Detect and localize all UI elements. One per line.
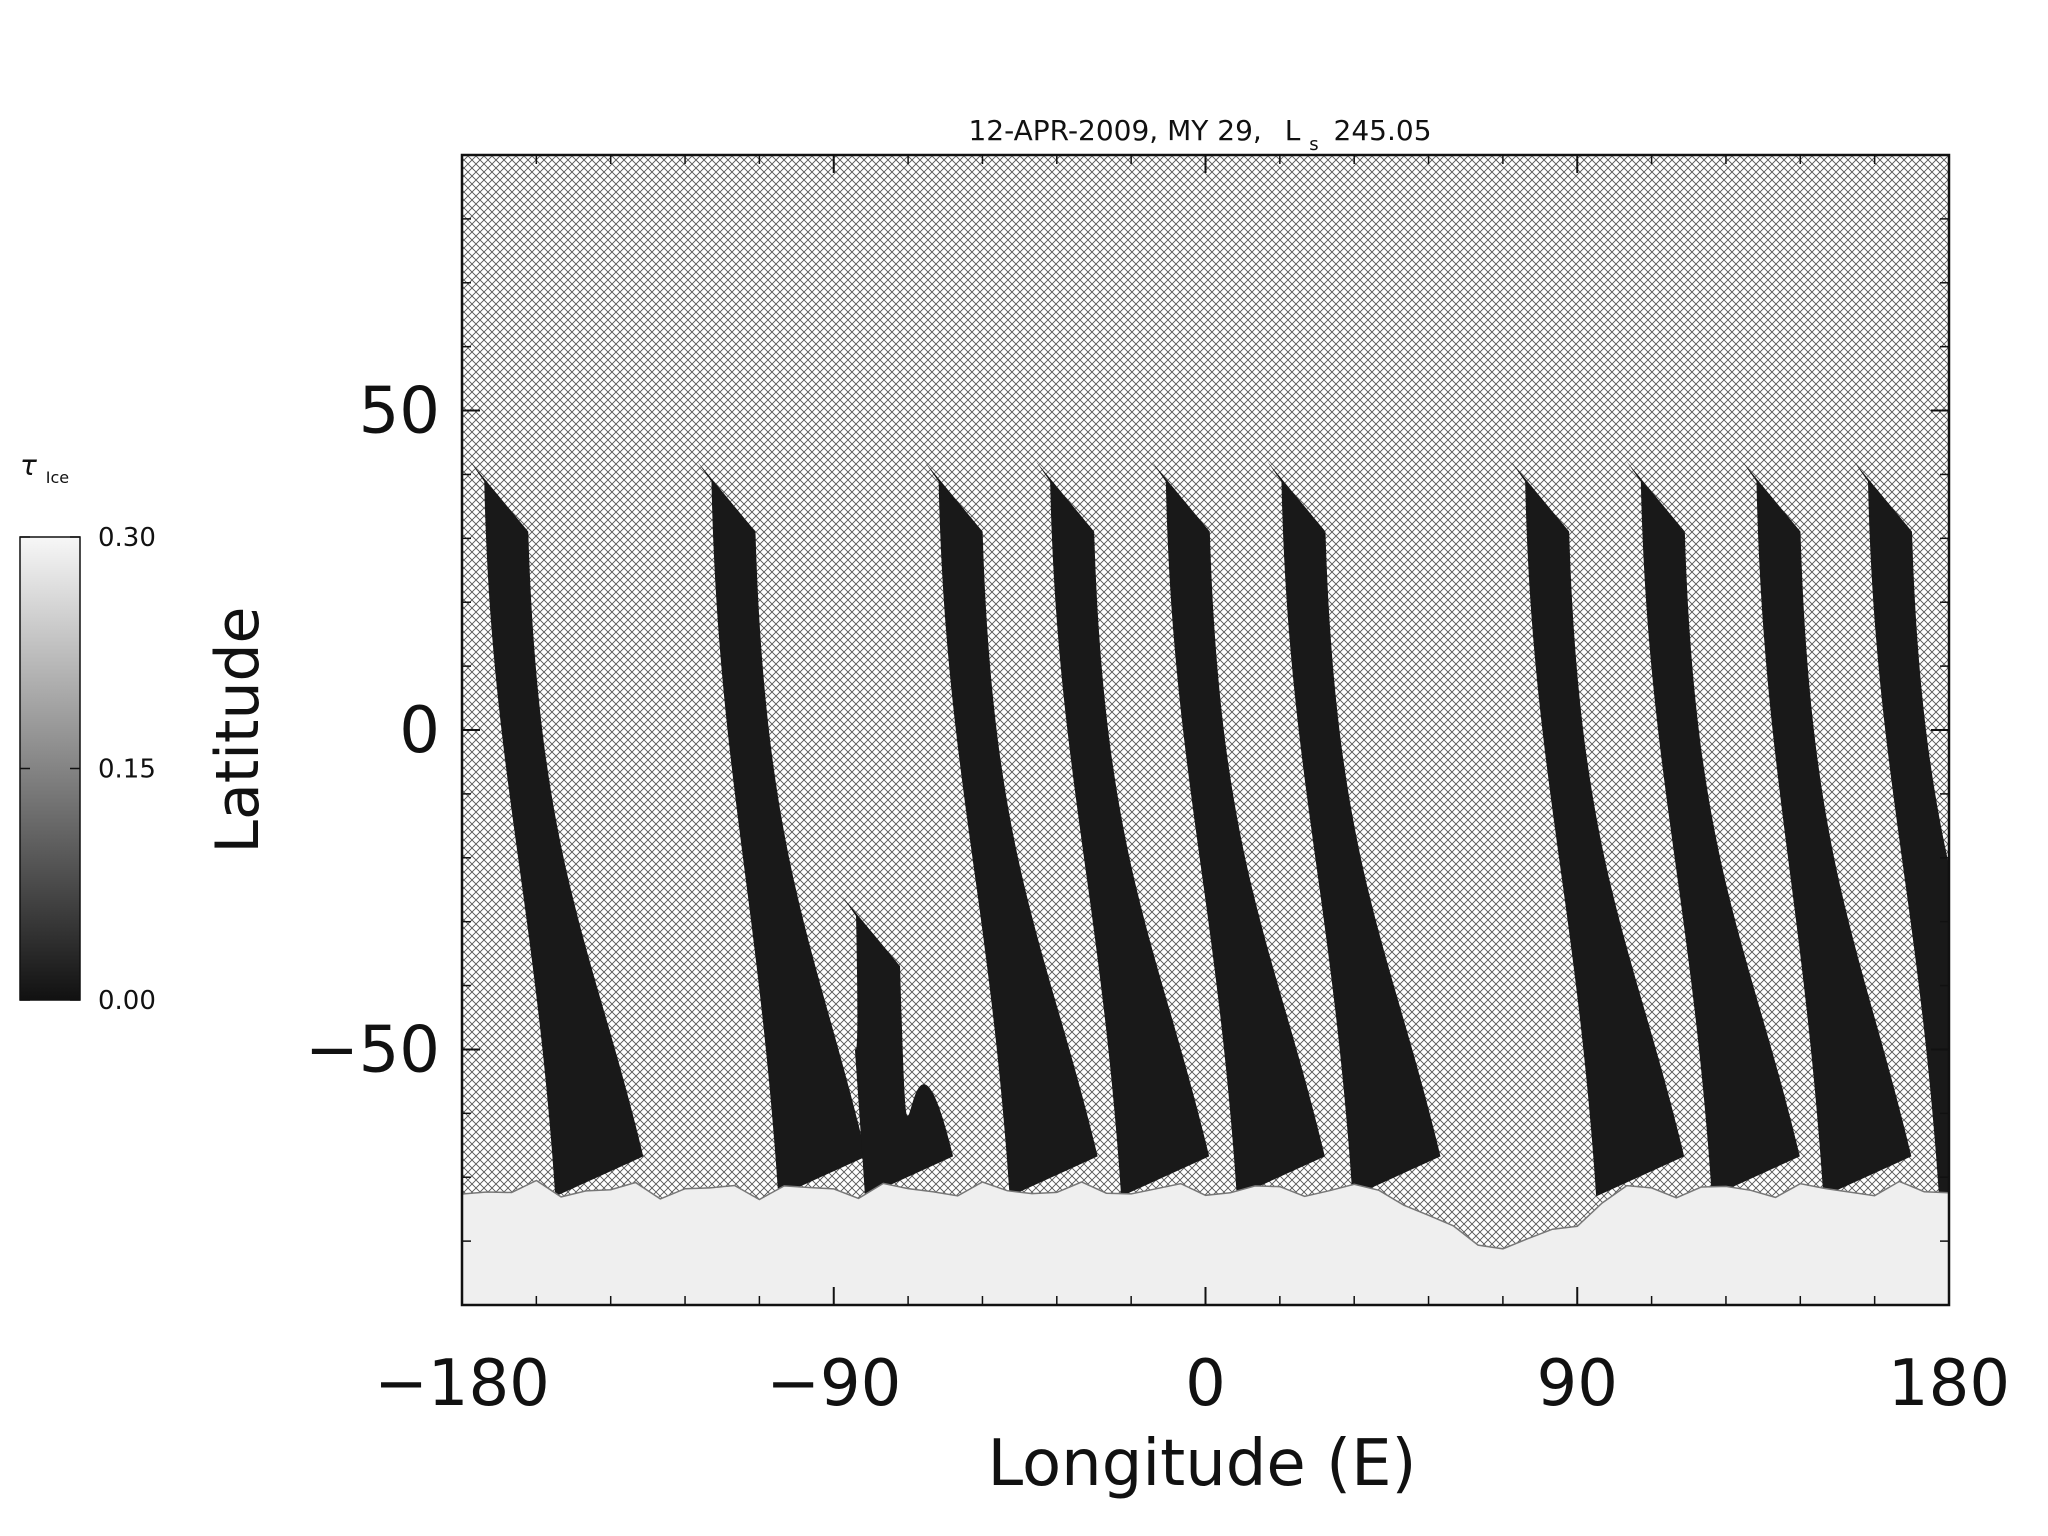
chart-title: 12-APR-2009, MY 29, L s 245.05 (968, 114, 1431, 157)
swath (697, 461, 867, 1197)
plot-area (462, 155, 1949, 1305)
colorbar-tick-label: 0.00 (98, 986, 156, 1016)
y-tick-label: −50 (305, 1013, 440, 1087)
swath (470, 461, 644, 1197)
swath-layer (470, 461, 1949, 1197)
polar-cap-region (462, 1179, 1949, 1305)
colorbar-tick-label: 0.30 (98, 523, 156, 553)
y-axis-label: Latitude (203, 607, 273, 854)
colorbar-tick-label: 0.15 (98, 755, 156, 785)
swath (1036, 461, 1210, 1197)
swath (1151, 461, 1325, 1197)
x-axis-label: Longitude (E) (987, 1427, 1416, 1501)
swath (924, 461, 1098, 1197)
swath (1511, 461, 1685, 1197)
y-tick-label: 0 (399, 694, 440, 768)
swath (842, 896, 954, 1197)
x-tick-label: −180 (374, 1347, 550, 1421)
x-tick-label: 90 (1537, 1347, 1618, 1421)
y-tick-label: 50 (359, 375, 440, 449)
swath (1742, 461, 1912, 1197)
axis-ticks: −180 −90 0 90 180 −50 0 50 (305, 155, 2010, 1421)
swath (1626, 461, 1800, 1197)
swath (1854, 461, 1949, 1197)
x-tick-label: 0 (1185, 1347, 1226, 1421)
colorbar-ticks: 0.00 0.15 0.30 (20, 523, 156, 1016)
x-tick-label: −90 (766, 1347, 901, 1421)
colorbar-label: τ Ice (20, 449, 69, 487)
x-tick-label: 180 (1888, 1347, 2010, 1421)
swath (1267, 461, 1441, 1197)
colorbar: τ Ice 0.00 0.15 0.30 (19, 449, 156, 1016)
